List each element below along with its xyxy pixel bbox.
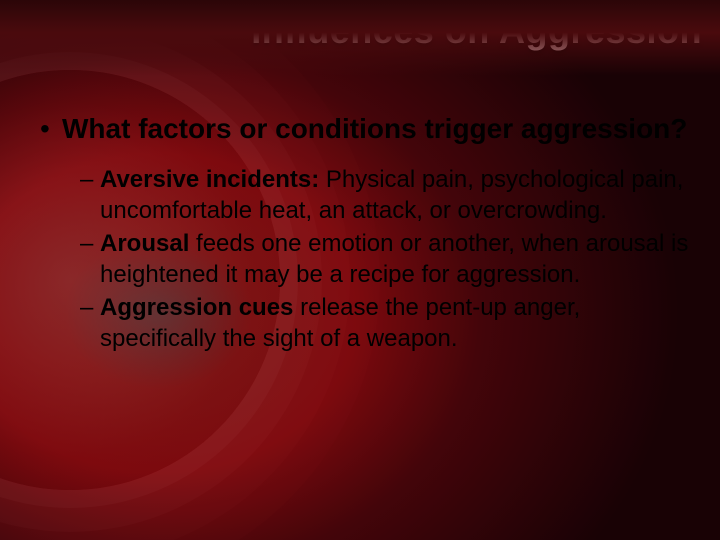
bullet-lead-bold: Aggression cues: [100, 294, 293, 321]
bullet-level2: – Arousal feeds one emotion or another, …: [80, 228, 690, 290]
bullet-level2: – Aggression cues release the pent-up an…: [80, 292, 690, 354]
bullet-level2-text: Aversive incidents: Physical pain, psych…: [100, 164, 690, 226]
bullet-level2-text: Aggression cues release the pent-up ange…: [100, 292, 690, 354]
bullet-lead-bold: Aversive incidents:: [100, 166, 319, 193]
bullet-level2-text: Arousal feeds one emotion or another, wh…: [100, 228, 690, 290]
bullet-level2: – Aversive incidents: Physical pain, psy…: [80, 164, 690, 226]
bullet-level1: • What factors or conditions trigger agg…: [40, 112, 690, 146]
slide-title: Influences on Aggression: [0, 10, 702, 52]
bullet-dash-icon: –: [80, 164, 100, 195]
bullet-level1-text: What factors or conditions trigger aggre…: [62, 112, 687, 146]
bullet-lead-bold: Arousal: [100, 230, 189, 257]
slide: Influences on Aggression • What factors …: [0, 0, 720, 540]
bullet-rest: feeds one emotion or another, when arous…: [100, 230, 688, 288]
bullet-dash-icon: –: [80, 228, 100, 259]
bullet-dash-icon: –: [80, 292, 100, 323]
bullet-dot-icon: •: [40, 112, 62, 146]
slide-body: • What factors or conditions trigger agg…: [40, 112, 690, 356]
